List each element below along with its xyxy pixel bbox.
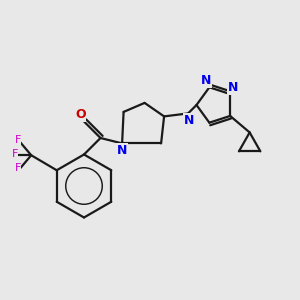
Text: N: N bbox=[201, 74, 212, 87]
Text: N: N bbox=[117, 143, 127, 157]
Text: N: N bbox=[184, 113, 194, 127]
Text: F: F bbox=[11, 149, 18, 159]
Text: O: O bbox=[75, 108, 86, 122]
Text: F: F bbox=[14, 135, 21, 145]
Text: N: N bbox=[228, 81, 238, 94]
Text: F: F bbox=[14, 163, 21, 173]
